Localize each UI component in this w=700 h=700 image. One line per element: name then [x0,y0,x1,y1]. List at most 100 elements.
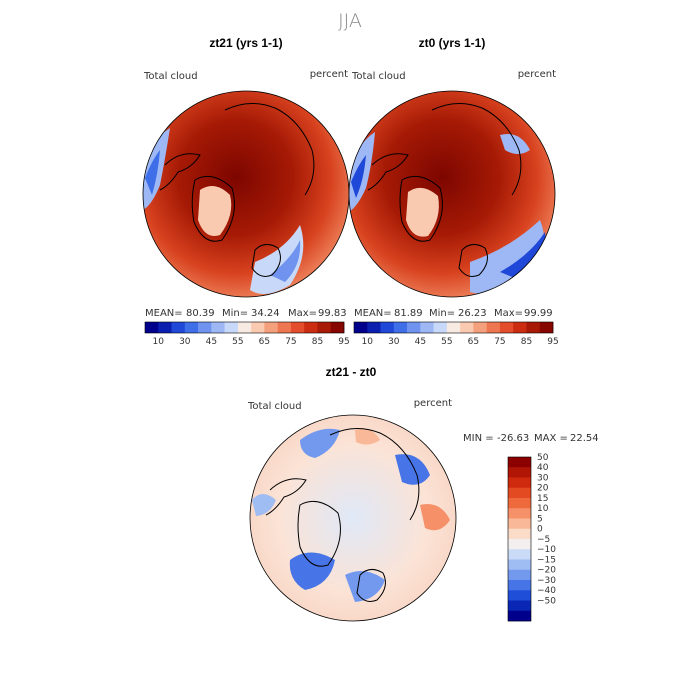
colorbar-swatch [224,322,239,333]
units-label: percent [310,69,348,80]
colorbar-swatch [539,322,554,333]
negative-anomaly-southwest [289,552,335,590]
field-label: Total cloud [247,401,302,412]
field-label: Total cloud [351,71,406,82]
units-label: percent [518,69,556,80]
coastline-greenland [191,175,235,242]
colorbar-swatch [508,528,531,540]
colorbar-swatch [513,322,527,333]
panel-title: zt21 (yrs 1-1) [209,36,282,50]
stat-max-label: Max= [494,308,523,319]
stat-min-label: Min= [222,308,248,319]
coastline-eurasia [224,103,315,196]
colorbar-tick-label: 20 [537,484,549,494]
colorbar-tick-label: 65 [259,337,270,347]
colorbar-swatch [290,322,305,333]
colorbar-tick-label: 65 [468,337,479,347]
stat-max-label: Max= [288,308,317,319]
stat-max: 99.99 [524,308,553,319]
colorbar-frame [507,456,532,622]
colorbar-swatch [473,322,487,333]
panel-difference: zt21 - zt0 Total cloud percent MIN = -26… [247,365,599,622]
stat-min: -26.63 [497,433,529,444]
stat-mean: 80.39 [186,308,215,319]
coastline-scandinavia [458,244,488,277]
colorbar-tick-label: 10 [537,504,549,514]
colorbar-tick-label: 55 [441,337,452,347]
coastline-greenland [297,500,341,567]
colorbar-tick-label: 15 [537,494,548,504]
colorbar-swatch [508,610,531,622]
colorbar-tick-label: 85 [521,337,532,347]
low-cloud-region-west-core [145,150,160,195]
coastline-scandinavia [356,569,386,602]
negative-anomaly-west [252,494,276,516]
colorbar-tick-label: 0 [537,525,543,535]
colorbar-swatch [508,508,531,519]
panel-zt0: zt0 (yrs 1-1) Total cloud percent MEAN= … [348,36,559,347]
colorbar-swatch [158,322,172,333]
field-label: Total cloud [143,71,198,82]
colorbar-swatch [211,322,225,333]
greenland-low-cloud [198,186,232,236]
colorbar-tick-label: 75 [494,337,505,347]
colorbar-swatch [393,322,408,333]
coastline-canada [159,153,201,191]
colorbar-tick-label: 10 [153,337,165,347]
stat-min-label: Min= [429,308,455,319]
coastline-canada [265,478,307,516]
colorbar-swatch [508,590,531,601]
colorbar-swatch [508,539,531,550]
colorbar-swatch [145,322,159,333]
polar-map [143,91,349,297]
greenland-low-cloud [406,187,439,237]
coastline-scandinavia [251,244,281,277]
colorbar-tick-label: 45 [415,337,426,347]
colorbar-tick-label: 95 [338,337,349,347]
colorbar-swatch [380,322,395,333]
positive-anomaly-north [355,428,380,445]
colorbar-tick-label: −20 [537,566,556,576]
negative-anomaly-east [395,454,430,485]
colorbar-swatch [526,322,541,333]
colorbar-swatch [508,559,531,571]
colorbar-swatch [508,600,531,612]
low-cloud-region-west-core [351,155,366,198]
colorbar-swatch [508,580,531,591]
colorbar-swatch [508,498,531,509]
colorbar-swatch [508,569,531,581]
colorbar-swatch [508,487,531,499]
map-border [249,414,457,622]
stat-max: 22.54 [570,433,599,444]
colorbar-swatch [184,322,199,333]
colorbar-swatch [508,518,531,530]
panel-title: zt0 (yrs 1-1) [419,36,486,50]
colorbar-swatch [508,477,531,489]
colorbar-frame [353,321,554,334]
colorbar-swatch [508,549,531,560]
colorbar-swatch [407,322,421,333]
colorbar-tick-label: −40 [537,586,556,596]
coastline-eurasia [329,428,420,521]
low-cloud-region-northeast [500,134,530,154]
figure-title: JJA [338,10,362,32]
negative-anomaly-north [300,428,340,458]
colorbar: 10 30 45 55 65 75 85 95 [144,321,350,347]
colorbar-tick-label: 30 [388,337,400,347]
colorbar-tick-label: 75 [285,337,296,347]
colorbar-tick-label: 40 [537,463,549,473]
panel-title: zt21 - zt0 [326,365,377,379]
colorbar-tick-label: 95 [547,337,558,347]
colorbar-swatch [317,322,332,333]
colorbar-swatch [237,322,252,333]
stat-mean: 81.89 [394,308,423,319]
colorbar-frame [144,321,345,334]
colorbar-swatch [499,322,514,333]
colorbar-tick-label: 50 [537,453,549,463]
colorbar-swatch [508,467,531,478]
colorbar-tick-label: −5 [537,535,550,545]
stat-min: 34.24 [251,308,280,319]
colorbar-swatch [251,322,265,333]
